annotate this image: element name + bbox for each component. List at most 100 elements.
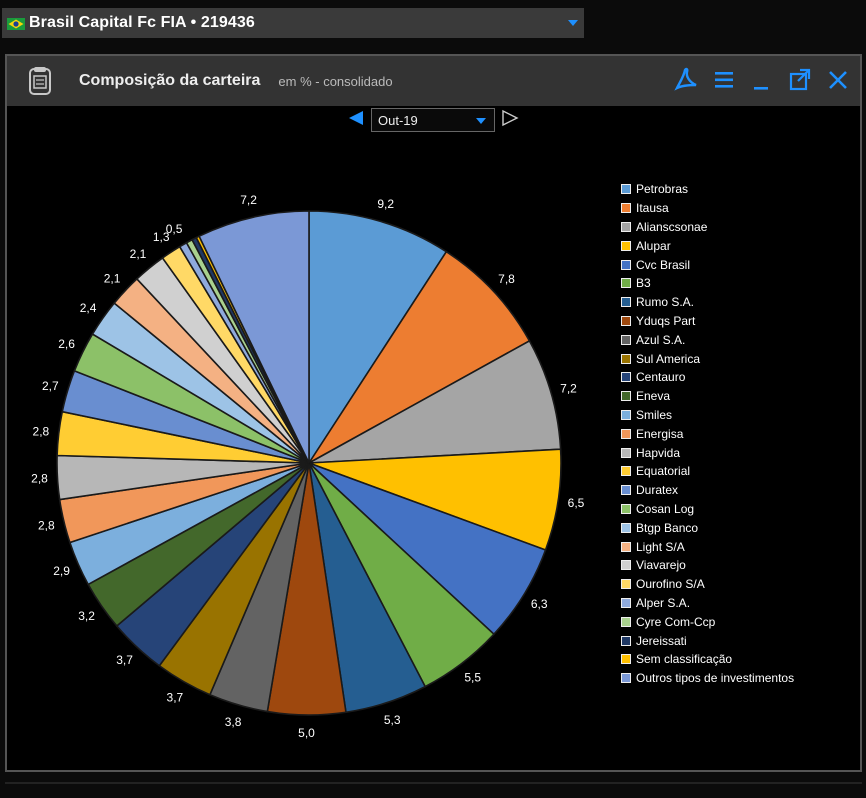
minimize-icon[interactable] xyxy=(750,66,774,94)
legend-item: Energisa xyxy=(621,424,794,443)
legend-swatch xyxy=(621,597,631,608)
legend-label: Petrobras xyxy=(636,182,689,197)
fund-name: Brasil Capital Fc FIA • 219436 xyxy=(29,14,255,31)
slice-label: 1,3 xyxy=(153,230,170,244)
legend-swatch xyxy=(621,466,631,477)
legend-label: Light S/A xyxy=(636,539,685,554)
legend-swatch xyxy=(621,579,631,590)
legend-label: Sul America xyxy=(636,351,701,366)
legend-item: Cvc Brasil xyxy=(621,255,794,274)
chevron-down-icon[interactable] xyxy=(476,118,486,124)
slice-label: 5,5 xyxy=(464,671,481,685)
pie-slice[interactable] xyxy=(308,250,531,464)
legend-item: Viavarejo xyxy=(621,556,794,575)
legend-item: Rumo S.A. xyxy=(621,293,794,312)
slice-label: 5,0 xyxy=(298,726,315,740)
legend-item: Yduqs Part xyxy=(621,312,794,331)
legend-item: Alper S.A. xyxy=(621,594,794,613)
slice-label: 2,1 xyxy=(104,271,121,285)
slice-label: 2,7 xyxy=(42,379,59,393)
slice-label: 5,3 xyxy=(384,713,401,727)
slice-label: 7,2 xyxy=(240,193,257,207)
pie-slice[interactable] xyxy=(198,210,310,464)
slice-label: 2,6 xyxy=(58,337,75,351)
legend-swatch xyxy=(621,315,631,326)
pie-slice[interactable] xyxy=(308,210,448,466)
slice-label: 2,1 xyxy=(130,247,147,261)
legend-item: Ourofino S/A xyxy=(621,575,794,594)
legend-swatch xyxy=(621,447,631,458)
slice-label: 2,8 xyxy=(31,472,48,486)
legend-swatch xyxy=(621,673,631,684)
pie-slice[interactable] xyxy=(308,339,562,464)
legend-label: Azul S.A. xyxy=(636,332,686,347)
legend-label: Viavarejo xyxy=(636,558,686,573)
slice-label: 3,7 xyxy=(167,690,184,704)
slice-label: 7,2 xyxy=(560,381,577,395)
portfolio-panel: Composição da carteira em % - consolidad… xyxy=(5,54,862,772)
legend-label: Yduqs Part xyxy=(636,313,696,328)
legend-swatch xyxy=(621,560,631,571)
legend-label: Hapvida xyxy=(636,445,681,460)
slice-label: 2,8 xyxy=(33,424,50,438)
panel-titlebar: Composição da carteira em % - consolidad… xyxy=(7,56,860,106)
legend-label: Ourofino S/A xyxy=(636,577,705,592)
legend-swatch xyxy=(621,203,631,214)
legend-item: Equatorial xyxy=(621,462,794,481)
legend-item: Centauro xyxy=(621,368,794,387)
legend-item: Eneva xyxy=(621,387,794,406)
legend-label: Alper S.A. xyxy=(636,595,691,610)
slice-label: 3,8 xyxy=(225,715,242,729)
slice-label: 6,5 xyxy=(568,496,585,510)
legend-label: Energisa xyxy=(636,426,684,441)
legend-item: Hapvida xyxy=(621,443,794,462)
legend-item: Smiles xyxy=(621,406,794,425)
slice-label: 9,2 xyxy=(377,197,394,211)
slice-label: 2,4 xyxy=(80,301,97,315)
legend-swatch xyxy=(621,409,631,420)
legend-item: Alianscsonae xyxy=(621,218,794,237)
legend-label: Duratex xyxy=(636,483,679,498)
legend-item: Alupar xyxy=(621,236,794,255)
close-icon[interactable] xyxy=(826,66,850,94)
legend-label: Cosan Log xyxy=(636,501,695,516)
legend-swatch xyxy=(621,240,631,251)
legend-swatch xyxy=(621,616,631,627)
triangle-left-icon[interactable] xyxy=(347,109,365,132)
pdf-icon[interactable] xyxy=(674,66,698,94)
menu-icon[interactable] xyxy=(712,66,736,94)
legend-label: Outros tipos de investimentos xyxy=(636,671,795,686)
document-icon xyxy=(27,66,53,96)
legend-swatch xyxy=(621,635,631,646)
slice-label: 7,8 xyxy=(498,272,515,286)
chart-legend: Petrobras Itausa Alianscsonae Alupar Cvc Bra… xyxy=(621,180,794,688)
popout-icon[interactable] xyxy=(788,66,812,94)
triangle-right-icon[interactable] xyxy=(501,109,519,132)
legend-item: Outros tipos de investimentos xyxy=(621,669,794,688)
legend-swatch xyxy=(621,485,631,496)
legend-label: Cyre Com-Ccp xyxy=(636,614,716,629)
legend-label: Jereissati xyxy=(636,633,687,648)
legend-swatch xyxy=(621,334,631,345)
chevron-down-icon[interactable] xyxy=(568,20,578,26)
legend-swatch xyxy=(621,259,631,270)
legend-swatch xyxy=(621,278,631,289)
slice-label: 2,9 xyxy=(53,564,70,578)
panel-title: Composição da carteira xyxy=(79,72,261,89)
slice-label: 3,2 xyxy=(78,609,95,623)
panel-subtitle: em % - consolidado xyxy=(278,73,393,89)
period-select[interactable]: Out-19 xyxy=(371,108,495,132)
slice-label: 0,5 xyxy=(166,222,183,236)
divider xyxy=(5,782,862,784)
legend-swatch xyxy=(621,391,631,402)
legend-label: Alianscsonae xyxy=(636,219,708,234)
legend-label: Itausa xyxy=(636,201,669,216)
legend-label: Smiles xyxy=(636,407,673,422)
legend-swatch xyxy=(621,184,631,195)
legend-item: Light S/A xyxy=(621,537,794,556)
legend-swatch xyxy=(621,503,631,514)
fund-selector[interactable]: Brasil Capital Fc FIA • 219436 xyxy=(2,8,584,38)
legend-item: Itausa xyxy=(621,199,794,218)
slice-label: 6,3 xyxy=(531,597,548,611)
legend-item: Duratex xyxy=(621,481,794,500)
